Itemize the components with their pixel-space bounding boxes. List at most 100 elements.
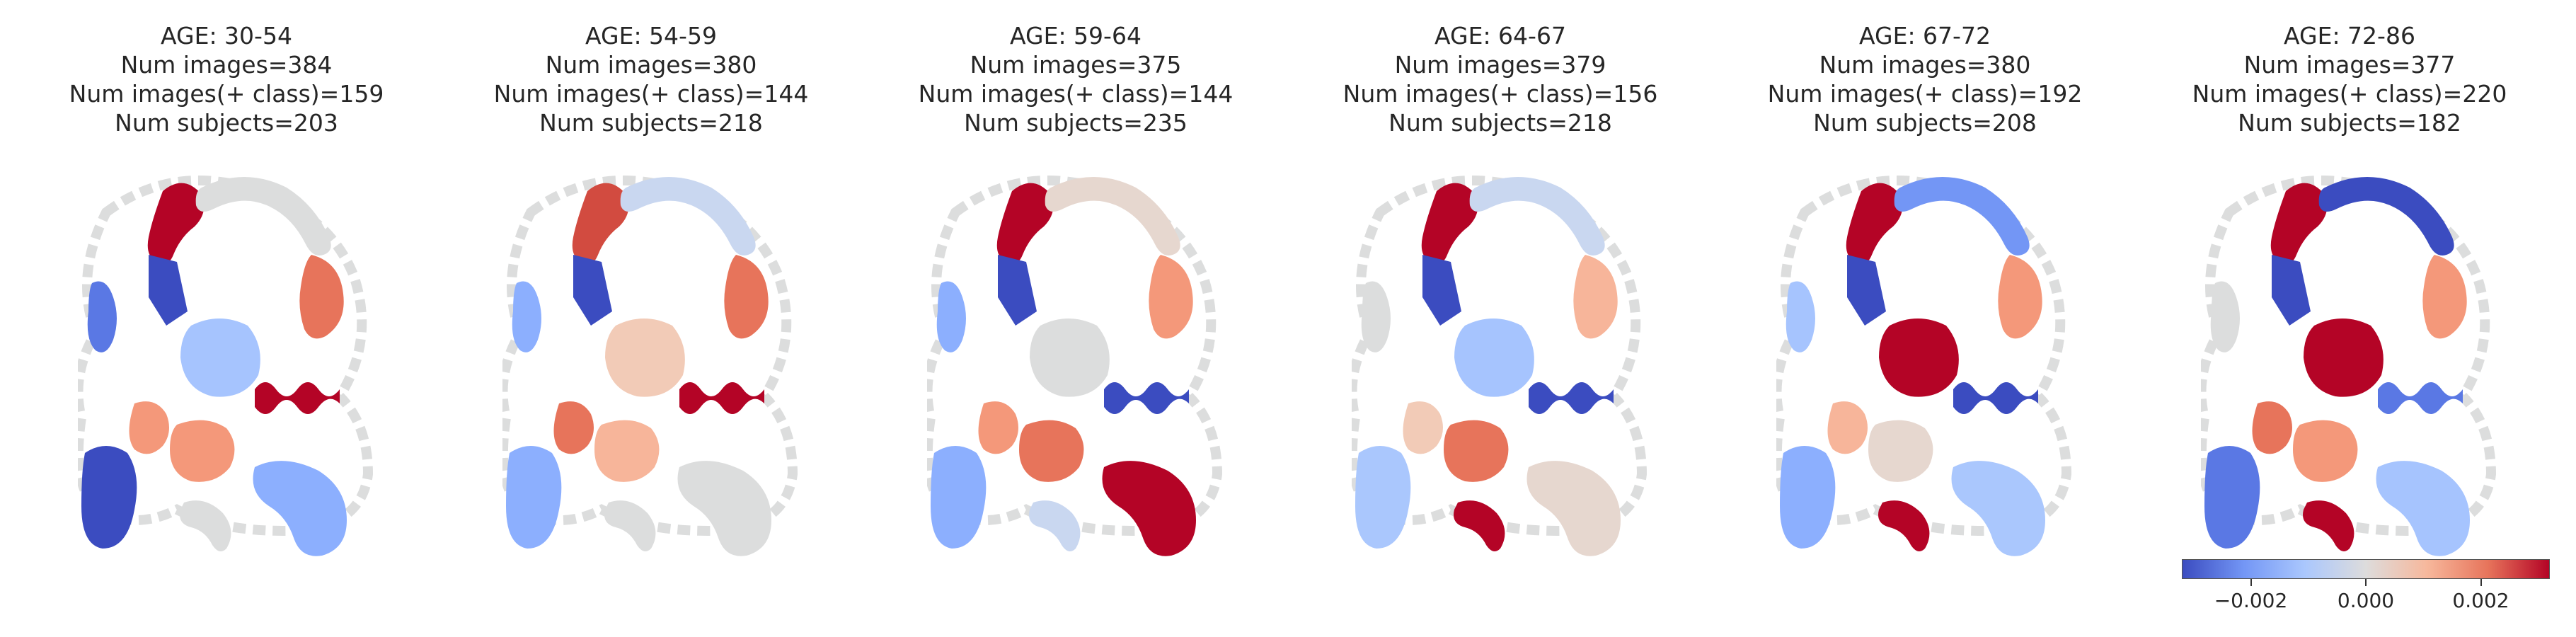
panel-age-title: AGE: 64-67 [1434, 22, 1566, 50]
brain-slice-map [1352, 176, 1648, 556]
panel-num-images: Num images=384 [120, 51, 333, 79]
brain-region [978, 401, 1018, 454]
brain-region [1780, 446, 1836, 549]
panel-num-subjects: Num subjects=218 [1388, 109, 1612, 137]
panel-num-subjects: Num subjects=235 [964, 109, 1188, 137]
brain-region [2270, 183, 2328, 265]
brain-region [594, 420, 660, 482]
brain-region [1529, 382, 1614, 414]
colorbar-tick-label: −0.002 [2214, 589, 2288, 612]
brain-region [1847, 255, 1886, 326]
brain-region [2378, 382, 2463, 414]
panel-header: AGE: 54-59 Num images=380 Num images(+ cla… [439, 21, 863, 137]
brain-region [1029, 500, 1081, 551]
panel-num-positive-images: Num images(+ class)=192 [1767, 80, 2083, 108]
panel-num-subjects: Num subjects=218 [539, 109, 763, 137]
brain-region [2303, 500, 2354, 551]
brain-panel: AGE: 67-72 Num images=380 Num images(+ cla… [1713, 0, 2137, 637]
brain-panel: AGE: 64-67 Num images=379 Num images(+ cla… [1288, 0, 1713, 637]
brain-region [724, 255, 769, 339]
brain-panel: AGE: 30-54 Num images=384 Num images(+ cla… [14, 0, 439, 637]
brain-region [1526, 461, 1621, 556]
brain-region [1786, 281, 1815, 352]
colorbar-tick [2365, 579, 2367, 586]
brain-region [573, 255, 612, 326]
colorbar-gradient [2182, 559, 2550, 579]
brain-region [180, 318, 260, 397]
brain-region [180, 500, 231, 551]
brain-region [149, 255, 188, 326]
brain-region [1444, 420, 1509, 482]
brain-slice-map [1776, 176, 2072, 556]
brain-panel: AGE: 54-59 Num images=380 Num images(+ cla… [439, 0, 863, 637]
brain-region [1827, 401, 1868, 454]
brain-region [1879, 318, 1959, 397]
brain-region [1573, 255, 1618, 339]
brain-region [1361, 281, 1391, 352]
brain-region [1878, 500, 1930, 551]
brain-slice-map [78, 176, 374, 556]
brain-region [1846, 183, 1903, 265]
panel-header: AGE: 59-64 Num images=375 Num images(+ cla… [863, 21, 1288, 137]
panel-num-positive-images: Num images(+ class)=144 [493, 80, 809, 108]
brain-region [299, 255, 344, 339]
brain-region [2272, 255, 2311, 326]
brain-region [506, 446, 562, 549]
brain-region [572, 183, 629, 265]
brain-region [170, 420, 235, 482]
brain-region [679, 382, 764, 414]
brain-region [2293, 420, 2358, 482]
brain-region [1951, 461, 2045, 556]
brain-region [2376, 461, 2470, 556]
colorbar-tick [2250, 579, 2252, 586]
brain-region [2318, 177, 2454, 256]
panel-num-subjects: Num subjects=203 [115, 109, 338, 137]
brain-region [253, 461, 347, 556]
brain-region [512, 281, 541, 352]
panel-num-images: Num images=375 [970, 51, 1182, 79]
brain-slice-map [927, 176, 1223, 556]
brain-region [2422, 255, 2467, 339]
brain-region [255, 382, 340, 414]
brain-region [1998, 255, 2042, 339]
panel-num-positive-images: Num images(+ class)=159 [69, 80, 384, 108]
panel-num-images: Num images=380 [1819, 51, 2031, 79]
brain-region [553, 401, 594, 454]
brain-region [195, 177, 331, 256]
colorbar-tick-label: 0.002 [2452, 589, 2509, 612]
brain-region [1868, 420, 1933, 482]
brain-region [87, 281, 117, 352]
brain-region [2210, 281, 2240, 352]
brain-region [1030, 318, 1110, 397]
colorbar: −0.002 0.000 0.002 [2182, 559, 2550, 637]
brain-region [677, 461, 771, 556]
brain-region [998, 255, 1037, 326]
brain-region [604, 500, 656, 551]
panel-num-subjects: Num subjects=208 [1813, 109, 2037, 137]
brain-region [936, 281, 966, 352]
panel-header: AGE: 67-72 Num images=380 Num images(+ cla… [1713, 21, 2137, 137]
brain-slice-map [2201, 176, 2497, 556]
brain-region [147, 183, 205, 265]
panel-age-title: AGE: 72-86 [2284, 22, 2415, 50]
panel-age-title: AGE: 30-54 [161, 22, 292, 50]
panel-num-positive-images: Num images(+ class)=156 [1342, 80, 1658, 108]
brain-region [1149, 255, 1193, 339]
panel-num-images: Num images=380 [545, 51, 757, 79]
brain-region [605, 318, 685, 397]
brain-slice-map [502, 176, 798, 556]
brain-region [1104, 382, 1189, 414]
panel-header: AGE: 30-54 Num images=384 Num images(+ cla… [14, 21, 439, 137]
brain-region [1469, 177, 1605, 256]
brain-region [931, 446, 987, 549]
brain-region [2204, 446, 2260, 549]
panel-num-subjects: Num subjects=182 [2238, 109, 2461, 137]
brain-region [1421, 183, 1478, 265]
brain-region [81, 446, 137, 549]
brain-panel: AGE: 72-86 Num images=377 Num images(+ cla… [2137, 0, 2562, 637]
colorbar-tick [2480, 579, 2482, 586]
brain-region [2304, 318, 2384, 397]
panel-num-images: Num images=377 [2243, 51, 2456, 79]
brain-region [1102, 461, 1196, 556]
brain-region [1422, 255, 1461, 326]
